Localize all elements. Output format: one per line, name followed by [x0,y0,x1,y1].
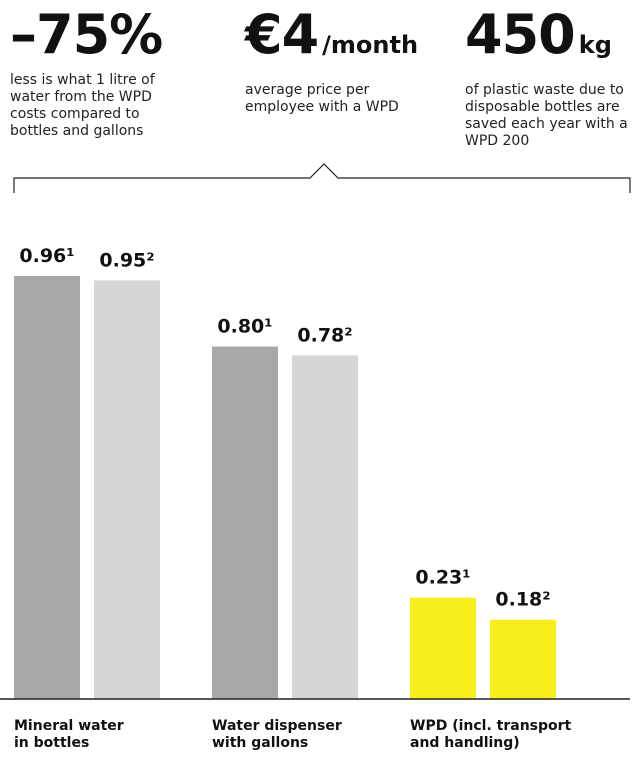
stats-bracket [13,163,631,193]
bar-wpd-series-1 [410,597,476,699]
category-label-wpd: WPD (incl. transport and handling) [410,718,572,751]
bar-water-dispenser-series-2 [292,355,358,699]
bar-mineral-water-series-1 [14,276,80,699]
value-labels-group: 0.96¹ 0.80¹ 0.23¹ 0.95² 0.78² 0.18² [19,245,550,611]
stat-plastic-description: of plastic waste due to disposable bottl… [465,82,628,149]
bar-wpd-series-2 [490,619,556,699]
stat-plastic-value: 450 kg [465,3,612,66]
stat-plastic-unit: kg [578,31,612,59]
bar-water-dispenser-series-1 [212,346,278,699]
category-label-water-dispenser: Water dispenser with gallons [212,718,342,751]
stat-savings-description: less is what 1 litre of water from the W… [10,72,155,139]
bar-mineral-water-series-2 [94,280,160,699]
value-label-water-dispenser-series-1: 0.80¹ [217,316,272,338]
category-label-mineral-water: Mineral water in bottles [14,718,124,751]
value-label-mineral-water-series-1: 0.96¹ [19,245,74,267]
value-label-mineral-water-series-2: 0.95² [99,249,154,271]
value-label-wpd-series-1: 0.23¹ [415,567,470,589]
stat-plastic: 450 kg of plastic waste due to disposable… [465,0,637,150]
stat-savings-value: –75% [10,3,163,66]
stat-price: €4/month average price per employee with… [245,0,435,116]
stat-price-value: €4/month [245,3,419,66]
value-label-water-dispenser-series-2: 0.78² [297,324,352,346]
value-label-wpd-series-2: 0.18² [495,589,550,611]
bars-group [14,276,556,699]
stat-savings: –75% less is what 1 litre of water from … [10,0,190,140]
stat-price-unit: /month [322,31,419,59]
stat-price-description: average price per employee with a WPD [245,82,399,115]
